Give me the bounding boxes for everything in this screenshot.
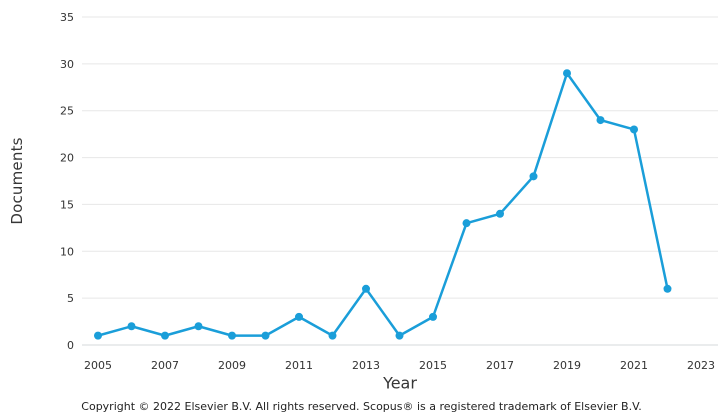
data-point-2007[interactable]: [161, 331, 169, 340]
data-point-2006[interactable]: [127, 322, 136, 331]
x-tick-label: 2007: [151, 359, 179, 372]
x-axis-title: Year: [383, 373, 417, 393]
data-point-2011[interactable]: [295, 312, 303, 321]
y-axis-title: Documents: [8, 137, 26, 225]
data-point-2008[interactable]: [194, 322, 203, 331]
data-point-2016[interactable]: [462, 219, 471, 228]
y-tick-label: 10: [60, 245, 74, 258]
data-point-2015[interactable]: [429, 312, 437, 321]
data-point-2019[interactable]: [563, 69, 571, 78]
x-tick-label: 2011: [285, 359, 313, 372]
x-tick-label: 2021: [620, 359, 648, 372]
data-point-2020[interactable]: [596, 116, 605, 125]
data-point-2018[interactable]: [529, 172, 538, 181]
y-tick-label: 35: [60, 11, 74, 24]
x-tick-label: 2019: [553, 359, 581, 372]
data-point-2010[interactable]: [261, 331, 270, 340]
data-point-2014[interactable]: [395, 331, 404, 340]
x-tick-label: 2005: [84, 359, 112, 372]
line-chart-plot: 0 5 10 15 20 25 30 35 2005 2007 2009 2011 2013 2015 20…: [60, 11, 718, 372]
y-tick-label: 15: [60, 198, 74, 211]
documents-series-line: [96, 71, 669, 337]
copyright-notice: Copyright © 2022 Elsevier B.V. All right…: [81, 400, 642, 413]
data-point-2012[interactable]: [328, 331, 337, 340]
y-tick-label: 20: [60, 152, 74, 165]
data-point-2005[interactable]: [94, 331, 102, 340]
y-tick-label: 25: [60, 105, 74, 118]
x-tick-label: 2017: [486, 359, 514, 372]
data-point-2013[interactable]: [362, 284, 370, 293]
x-tick-label: 2009: [218, 359, 246, 372]
data-point-2009[interactable]: [228, 331, 236, 340]
x-tick-label: 2015: [419, 359, 447, 372]
x-tick-label: 2023: [687, 359, 715, 372]
data-point-2017[interactable]: [496, 209, 504, 218]
y-tick-label: 5: [67, 292, 74, 305]
data-point-2021[interactable]: [630, 125, 638, 134]
data-point-2022[interactable]: [663, 284, 672, 293]
y-tick-label: 30: [60, 58, 74, 71]
y-tick-label: 0: [67, 339, 74, 352]
x-tick-label: 2013: [352, 359, 380, 372]
